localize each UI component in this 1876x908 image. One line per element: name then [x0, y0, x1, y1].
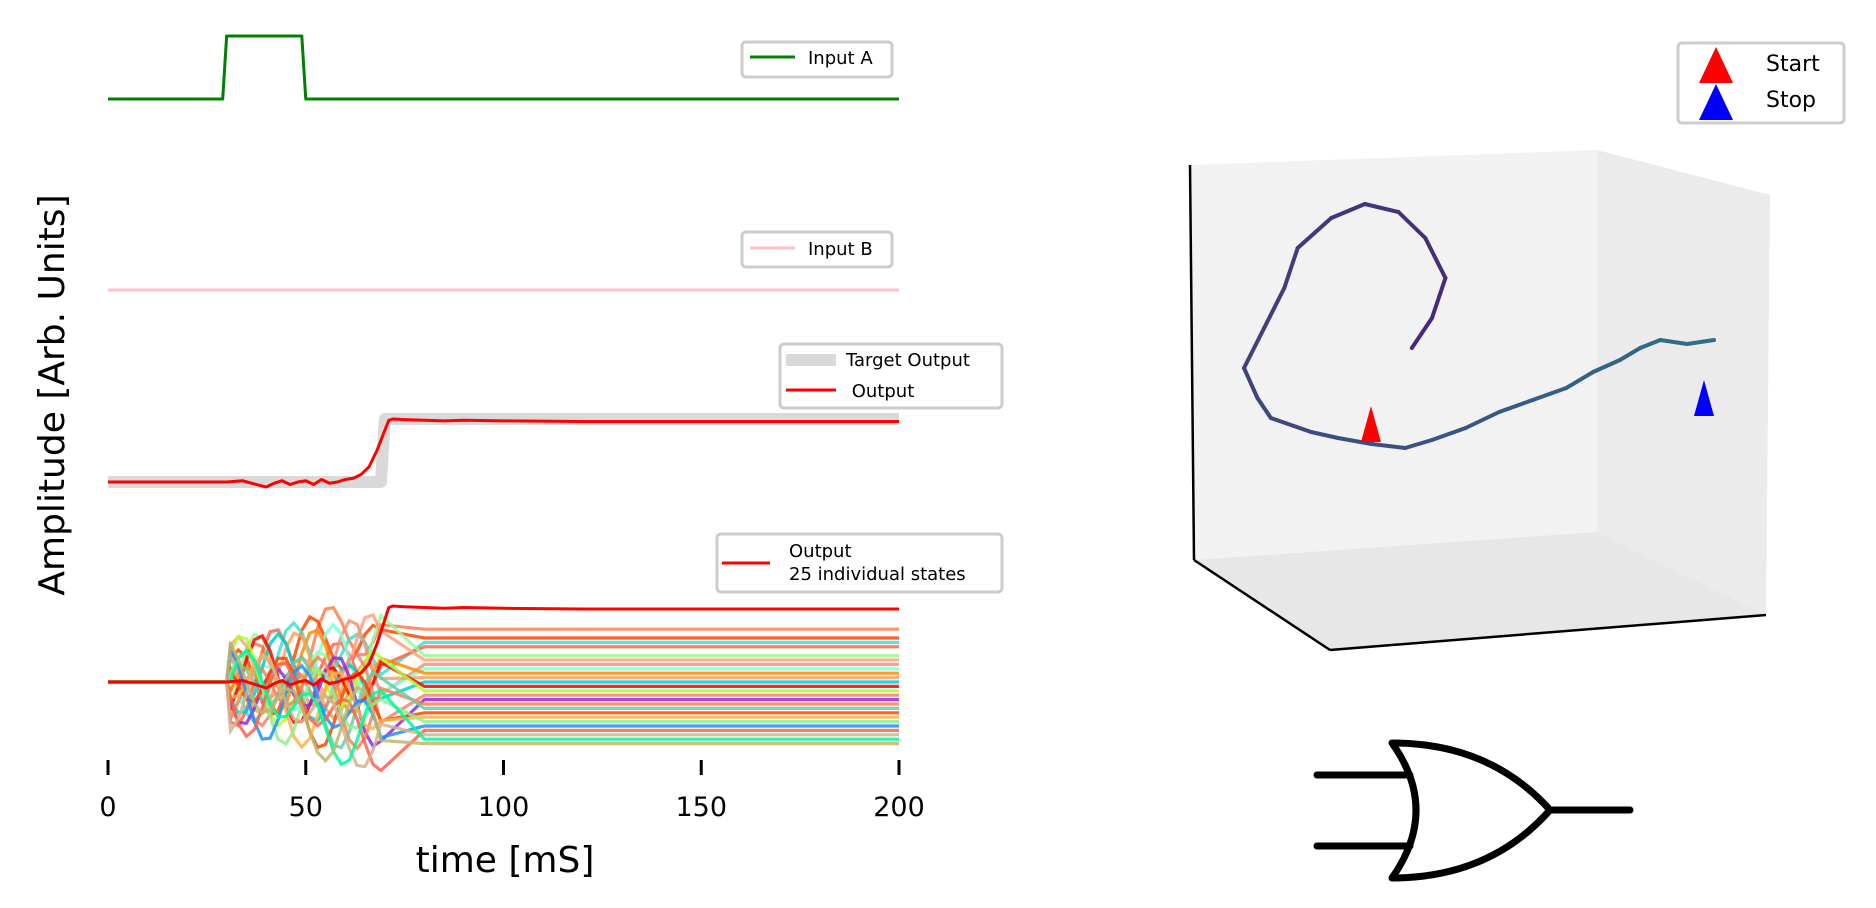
- legend-label-states-line2: 25 individual states: [789, 564, 966, 585]
- trajectory-line: [1242, 202, 1716, 450]
- trajectory-segment: [1591, 358, 1622, 374]
- x-axis: 0 50 100 150 200: [99, 760, 925, 823]
- series-line-a-0: [108, 34, 899, 101]
- trajectory-segment: [1423, 236, 1448, 280]
- state-line: [108, 661, 899, 773]
- trajectory-segment: [1564, 370, 1596, 390]
- trajectory-segment: [1262, 286, 1287, 330]
- panel-states: [108, 604, 899, 773]
- legend-3d: Start Stop: [1676, 41, 1846, 125]
- trajectory-segment: [1242, 366, 1260, 400]
- axis-3d-vertical: [1188, 164, 1196, 561]
- axis-3d-depth: [1193, 558, 1331, 652]
- x-tick-label: 150: [675, 792, 727, 823]
- legend-label-target: Target Output: [845, 350, 970, 371]
- trajectory-segment: [1369, 442, 1408, 450]
- legend-start-marker: [1699, 47, 1733, 83]
- trajectory-segment: [1618, 346, 1643, 362]
- legend-stop-marker: [1699, 84, 1733, 120]
- trajectory-segment: [1295, 216, 1334, 250]
- trajectory-segment: [1242, 326, 1267, 370]
- legend-label-output: Output: [846, 381, 914, 402]
- or-gate-icon: [1313, 739, 1634, 882]
- x-tick-label: 50: [289, 792, 323, 823]
- trajectory-segment: [1396, 210, 1428, 240]
- trajectory-segment: [1430, 426, 1468, 442]
- legend-output: Target Output Output: [778, 342, 1004, 410]
- pane-right: [1597, 150, 1770, 615]
- trajectory-segment: [1282, 246, 1300, 290]
- legend-label-input-a: Input A: [808, 48, 873, 69]
- panel-trajectory-3d: [1188, 150, 1770, 652]
- legend-states: Output 25 individual states: [715, 532, 1004, 594]
- state-line: [108, 655, 899, 750]
- trajectory-segment: [1463, 410, 1502, 430]
- trajectory-segment: [1255, 396, 1273, 420]
- x-tick-label: 200: [873, 792, 925, 823]
- series-line-c-0: [108, 413, 899, 488]
- state-line: [108, 648, 899, 767]
- panel-output: [108, 413, 899, 489]
- legend-label-input-b: Input B: [808, 239, 873, 260]
- trajectory-segment: [1685, 338, 1716, 346]
- stop-marker: [1694, 380, 1714, 416]
- trajectory-segment: [1403, 438, 1434, 450]
- trajectory-segment: [1430, 276, 1448, 320]
- trajectory-segment: [1638, 338, 1663, 350]
- state-line: [108, 639, 899, 764]
- legend-label-start: Start: [1766, 52, 1820, 77]
- trajectory-segment: [1336, 436, 1374, 446]
- pane-floor: [1194, 532, 1766, 650]
- start-marker: [1361, 406, 1381, 442]
- trajectory-segment: [1329, 202, 1367, 220]
- trajectory-segment: [1309, 430, 1340, 440]
- legend-label-states-line1: Output: [789, 541, 852, 562]
- panel-input-a: [108, 34, 899, 101]
- trajectory-segment: [1658, 338, 1690, 346]
- x-tick-label: 0: [99, 792, 116, 823]
- series-line-d-0: [108, 604, 899, 690]
- state-line: [108, 643, 899, 741]
- y-axis-label: Amplitude [Arb. Units]: [32, 194, 73, 595]
- legend-label-stop: Stop: [1766, 88, 1816, 113]
- state-line: [108, 613, 899, 705]
- axis-3d-horizontal: [1329, 613, 1767, 652]
- trajectory-segment: [1497, 398, 1535, 414]
- series-line-c-1: [108, 417, 899, 489]
- x-axis-label: time [mS]: [416, 840, 595, 881]
- pane-back: [1190, 150, 1597, 560]
- trajectory-segment: [1530, 386, 1569, 402]
- trajectory-segment: [1268, 416, 1314, 434]
- trajectory-segment: [1362, 202, 1401, 214]
- legend-input-b: Input B: [740, 230, 894, 269]
- legend-input-a: Input A: [740, 40, 894, 79]
- trajectory-segment: [1409, 316, 1434, 350]
- x-tick-label: 100: [478, 792, 530, 823]
